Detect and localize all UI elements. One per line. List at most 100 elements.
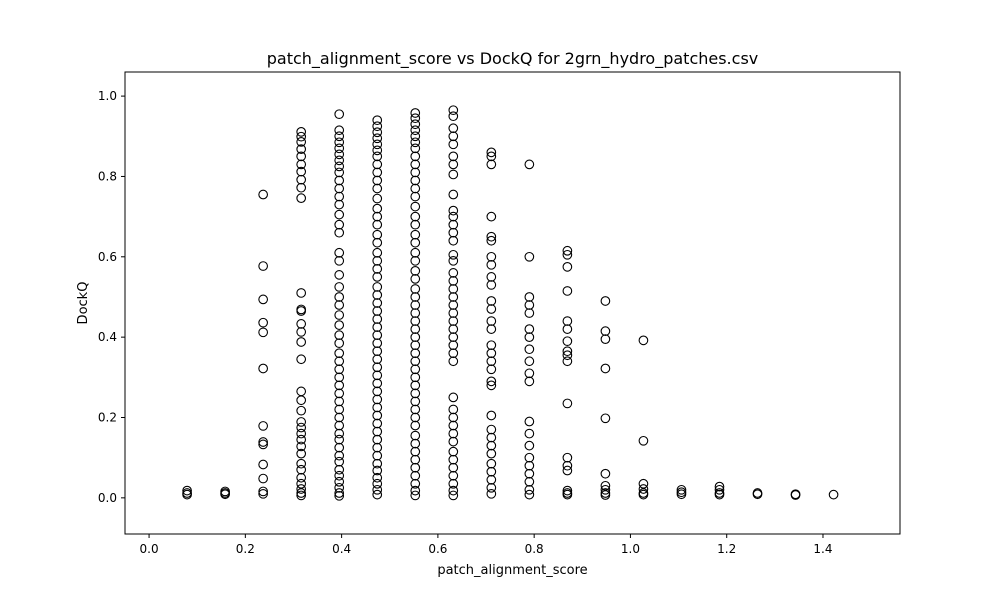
data-point <box>296 337 307 347</box>
data-point <box>296 458 307 469</box>
data-point <box>334 338 345 349</box>
data-point <box>258 317 269 328</box>
data-point <box>410 131 421 142</box>
data-point <box>372 370 383 381</box>
data-point <box>296 288 307 298</box>
data-point <box>372 282 383 292</box>
data-point <box>296 306 307 316</box>
data-point <box>410 372 421 383</box>
data-point <box>676 484 687 495</box>
data-point <box>448 139 459 150</box>
data-point <box>486 364 497 375</box>
data-point <box>410 388 421 399</box>
data-point <box>486 159 497 170</box>
data-point <box>258 473 269 484</box>
data-point <box>410 151 421 162</box>
data-point <box>372 458 383 469</box>
data-point <box>410 266 421 276</box>
data-point <box>372 211 383 222</box>
data-point <box>296 319 307 329</box>
data-point <box>410 454 421 465</box>
x-axis-ticks: 0.0 0.2 0.4 0.6 0.8 1.0 1.2 1.4 <box>140 534 833 556</box>
data-point <box>410 191 421 202</box>
data-point <box>486 340 497 351</box>
data-point <box>600 334 611 345</box>
data-point <box>448 428 459 439</box>
data-point <box>258 459 269 470</box>
data-point <box>448 324 459 334</box>
data-point <box>258 189 269 200</box>
data-point <box>372 402 383 413</box>
data-point <box>448 255 459 266</box>
data-point <box>410 332 421 342</box>
data-point <box>296 417 307 427</box>
data-point <box>296 174 307 185</box>
data-point <box>372 306 383 316</box>
data-point <box>372 298 383 308</box>
data-point <box>524 368 535 379</box>
data-point <box>334 420 345 431</box>
data-point <box>448 111 459 122</box>
data-point <box>752 489 763 500</box>
data-point <box>524 428 535 439</box>
data-point <box>296 131 307 142</box>
data-point <box>334 143 345 154</box>
x-tick-label: 0.4 <box>332 542 351 556</box>
data-point <box>258 327 269 338</box>
data-point <box>600 480 611 491</box>
data-point <box>410 485 421 496</box>
data-point <box>296 441 307 452</box>
data-point <box>524 332 535 342</box>
data-point <box>448 470 459 481</box>
data-point <box>448 169 459 180</box>
data-point <box>296 448 307 459</box>
y-tick-label: 0.4 <box>98 330 117 344</box>
data-point <box>296 395 307 406</box>
data-point <box>486 259 497 270</box>
data-point <box>448 123 459 134</box>
data-point <box>448 356 459 367</box>
data-point <box>372 133 383 144</box>
data-point <box>486 272 497 282</box>
data-point <box>410 113 421 124</box>
data-point <box>448 348 459 359</box>
data-point <box>372 127 383 138</box>
data-point <box>334 149 345 160</box>
data-point <box>372 121 383 132</box>
data-point <box>410 462 421 473</box>
data-point <box>372 378 383 389</box>
data-point <box>410 119 421 130</box>
x-tick-label: 0.2 <box>236 542 255 556</box>
data-point <box>296 405 307 416</box>
data-point <box>410 380 421 391</box>
data-point <box>410 396 421 407</box>
data-point <box>296 159 307 170</box>
data-point <box>448 227 459 238</box>
data-point <box>372 175 383 186</box>
data-points <box>182 105 839 501</box>
data-point <box>372 465 383 476</box>
data-point <box>334 330 345 340</box>
data-point <box>638 335 649 346</box>
data-point <box>410 143 421 154</box>
data-point <box>524 344 535 355</box>
data-point <box>372 247 383 258</box>
data-point <box>448 211 459 222</box>
data-point <box>296 182 307 193</box>
data-point <box>410 125 421 136</box>
data-point <box>448 249 459 260</box>
data-point <box>410 229 421 240</box>
data-point <box>524 300 535 310</box>
data-point <box>334 488 345 498</box>
data-point <box>372 450 383 461</box>
data-point <box>334 476 345 487</box>
data-point <box>562 350 573 361</box>
data-point <box>334 396 345 407</box>
data-point <box>258 488 269 499</box>
data-point <box>258 363 269 374</box>
data-point <box>296 166 307 177</box>
data-point <box>562 465 573 476</box>
data-point <box>638 435 649 446</box>
data-point <box>372 338 383 349</box>
data-point <box>410 446 421 457</box>
